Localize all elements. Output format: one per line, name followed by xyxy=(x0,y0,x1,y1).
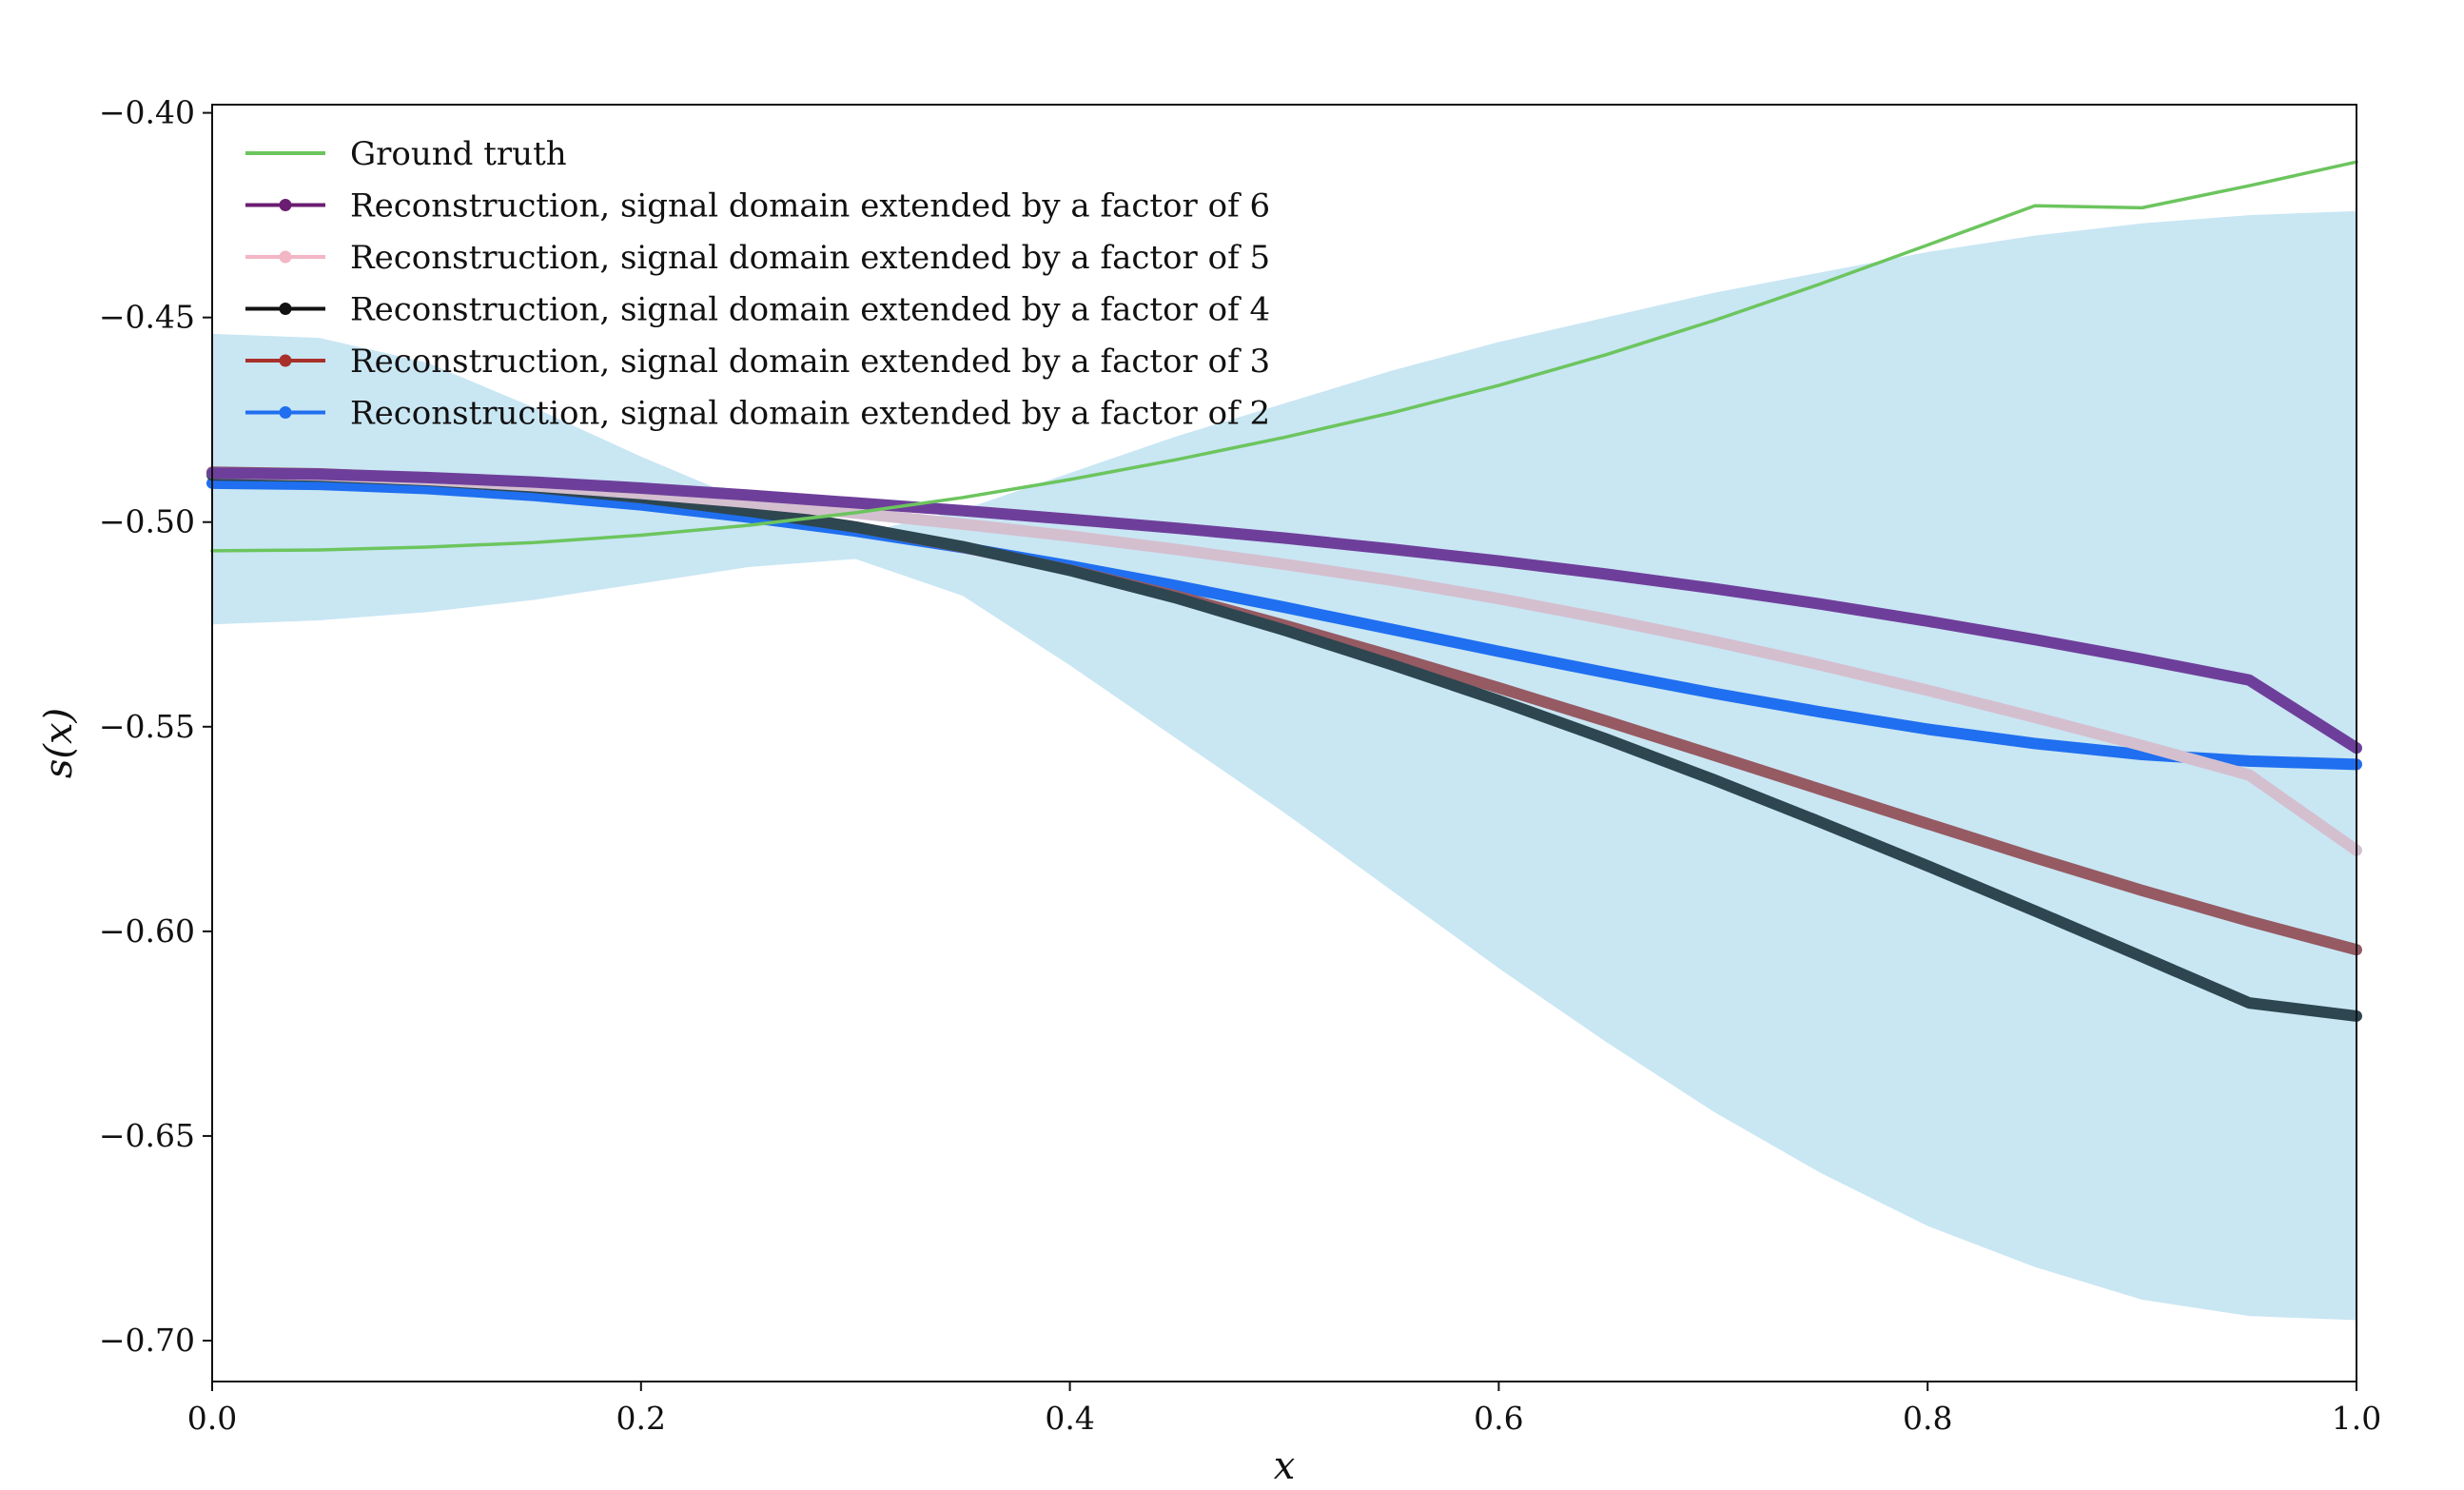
legend-entry-5: Reconstruction, signal domain extended b… xyxy=(350,395,1270,433)
x-tick-label: 0.0 xyxy=(187,1400,237,1437)
series-layer xyxy=(206,160,2362,1022)
legend-entry-4: Reconstruction, signal domain extended b… xyxy=(350,343,1270,381)
legend-marker-4 xyxy=(279,354,292,367)
legend-marker-3 xyxy=(279,303,292,315)
y-tick-label: −0.70 xyxy=(99,1322,195,1359)
x-axis: 0.0 0.2 0.4 0.6 0.8 1.0 xyxy=(187,1382,2381,1437)
x-tick-label: 0.4 xyxy=(1045,1400,1094,1437)
series-line-0 xyxy=(210,160,2358,553)
y-tick-label: −0.40 xyxy=(99,94,195,131)
legend-entry-0: Ground truth xyxy=(350,135,567,173)
legend-entry-1: Reconstruction, signal domain extended b… xyxy=(350,187,1270,225)
uncertainty-band xyxy=(212,210,2356,1321)
legend-entry-3: Reconstruction, signal domain extended b… xyxy=(350,291,1270,329)
y-tick-label: −0.50 xyxy=(99,503,195,540)
legend-marker-2 xyxy=(279,250,292,264)
plot-frame xyxy=(211,104,2357,1382)
legend-marker-1 xyxy=(279,199,292,211)
x-tick-label: 1.0 xyxy=(2332,1400,2381,1437)
legend: Ground truth Reconstruction, signal domai… xyxy=(245,135,1270,433)
uncertainty-band-layer xyxy=(212,210,2356,1321)
series-line-1 xyxy=(206,467,2362,755)
y-axis-label: s(x) xyxy=(37,708,81,778)
y-tick-label: −0.45 xyxy=(99,299,195,336)
legend-entry-2: Reconstruction, signal domain extended b… xyxy=(350,239,1270,277)
x-tick-label: 0.6 xyxy=(1474,1400,1523,1437)
y-tick-label: −0.60 xyxy=(99,912,195,950)
y-tick-label: −0.65 xyxy=(99,1117,195,1154)
legend-marker-5 xyxy=(279,406,292,419)
x-tick-label: 0.2 xyxy=(616,1400,666,1437)
y-tick-label: −0.55 xyxy=(99,708,195,745)
x-axis-label: x xyxy=(1274,1444,1296,1488)
series-line-5 xyxy=(206,477,2362,771)
y-axis: −0.40 −0.45 −0.50 −0.55 −0.60 −0.65 −0.70 xyxy=(99,94,212,1359)
x-tick-label: 0.8 xyxy=(1903,1400,1952,1437)
